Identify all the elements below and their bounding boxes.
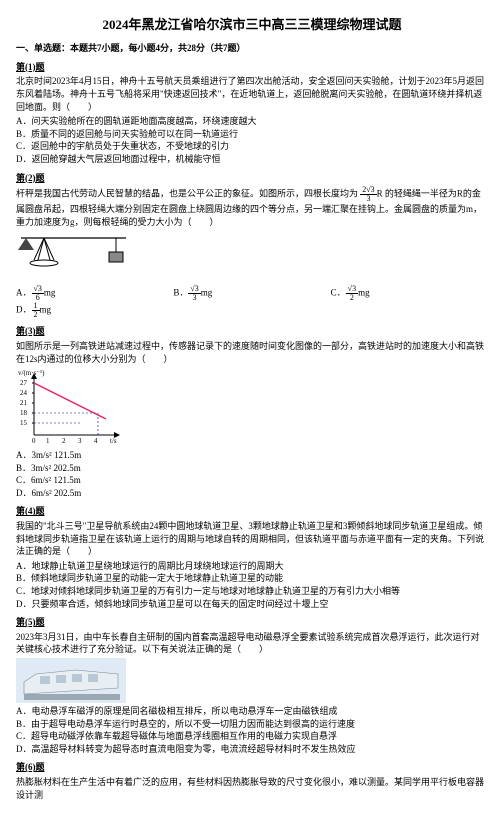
- q6-body: 热膨胀材料在生产生活中有着广泛的应用，有些材料因热膨胀导致的尺寸变化很小，难以测…: [16, 776, 488, 801]
- q3-opt-c: C．6m/s² 121.5m: [16, 474, 488, 487]
- q1-number: 第(1)题: [16, 61, 488, 74]
- q4-opt-d: D．只要频率合适，倾斜地球同步轨道卫星可以在每天的固定时间经过十堰上空: [16, 598, 488, 611]
- q4-opt-c: C．地球对倾斜地球同步轨道卫星的万有引力一定与地球对地球静止轨道卫星的万有引力大…: [16, 585, 488, 598]
- svg-text:2: 2: [62, 437, 66, 445]
- q1-body: 北京时间2023年4月15日，神舟十五号航天员乘组进行了第四次出舱活动，安全返回…: [16, 75, 488, 113]
- svg-text:18: 18: [20, 409, 28, 417]
- svg-text:24: 24: [20, 389, 28, 397]
- q3-body: 如图所示是一列高铁进站减速过程中，传感器记录下的速度随时间变化图像的一部分，高铁…: [16, 340, 488, 365]
- svg-text:0: 0: [32, 437, 36, 445]
- q4-options: A．地球静止轨道卫星绕地球运行的周期比月球绕地球运行的周期大 B．倾斜地球同步轨…: [16, 560, 488, 610]
- q5-opt-c: C．超导电动磁浮依靠车载超导磁体与地面悬浮线圈相互作用的电磁力实现自悬浮: [16, 730, 488, 743]
- q2-inline-frac: 2√33: [360, 186, 376, 203]
- q2-body-pre: 杆秤是我国古代劳动人民智慧的结晶，也是公平公正的象征。如图所示，四根长度均为: [16, 189, 358, 199]
- q3-number: 第(3)题: [16, 325, 488, 338]
- svg-text:27: 27: [20, 379, 28, 387]
- q4-body: 我国的"北斗三号"卫星导航系统由24颗中圆地球轨道卫星、3颗地球静止轨道卫星和3…: [16, 520, 488, 558]
- page-title: 2024年黑龙江省哈尔滨市三中高三三模理综物理试题: [16, 16, 488, 34]
- q4-number: 第(4)题: [16, 505, 488, 518]
- q2-number: 第(2)题: [16, 172, 488, 185]
- q5-number: 第(5)题: [16, 616, 488, 629]
- q2-options: A．√36mg B．√33mg C．√32mg D．12mg: [16, 285, 488, 319]
- q2-inline-R: R: [377, 189, 383, 199]
- q1-opt-a: A．问天实验舱所在的圆轨道距地面高度越高，环绕速度越大: [16, 115, 488, 128]
- q3-options: A．3m/s² 121.5m B．3m/s² 202.5m C．6m/s² 12…: [16, 449, 488, 499]
- svg-text:1: 1: [46, 437, 50, 445]
- q2-opt-a: A．√36mg: [16, 285, 173, 302]
- q2-opt-b: B．√33mg: [173, 285, 330, 302]
- q3-opt-d: D．6m/s² 202.5m: [16, 487, 488, 500]
- q2-body: 杆秤是我国古代劳动人民智慧的结晶，也是公平公正的象征。如图所示，四根长度均为 2…: [16, 186, 488, 228]
- section-heading: 一、单选题：本题共7小题，每小题4分，共28分（共7题）: [16, 42, 488, 55]
- q3-opt-b: B．3m/s² 202.5m: [16, 462, 488, 475]
- q5-figure: [16, 658, 488, 703]
- q4-opt-a: A．地球静止轨道卫星绕地球运行的周期比月球绕地球运行的周期大: [16, 560, 488, 573]
- svg-text:15: 15: [20, 419, 28, 427]
- svg-text:21: 21: [20, 399, 28, 407]
- q4-opt-b: B．倾斜地球同步轨道卫星的动能一定大于地球静止轨道卫星的动能: [16, 572, 488, 585]
- q3-ylabel: v/(m·s⁻¹): [18, 369, 45, 377]
- q5-opt-d: D．高温超导材料转变为超导态时直流电阻变为零，电流流经超导材料时不发生热效应: [16, 743, 488, 756]
- svg-text:3: 3: [78, 437, 82, 445]
- q1-opt-d: D．返回舱穿越大气层返回地面过程中，机械能守恒: [16, 153, 488, 166]
- q5-opt-b: B．由于超导电动悬浮车运行时悬空的，所以不受一切阻力因而能达到很高的运行速度: [16, 718, 488, 731]
- q5-body: 2023年3月31日，由中车长春自主研制的国内首套高温超导电动磁悬浮全要素试验系…: [16, 631, 488, 656]
- q1-options: A．问天实验舱所在的圆轨道距地面高度越高，环绕速度越大 B．质量不同的返回舱与问…: [16, 115, 488, 165]
- q3-chart: v/(m·s⁻¹) 27 24 21 18 15 0 1 2 3 4 t/s: [16, 367, 488, 447]
- q6-number: 第(6)题: [16, 761, 488, 774]
- svg-text:4: 4: [94, 437, 98, 445]
- q2-figure: [16, 230, 488, 285]
- q5-opt-a: A．电动悬浮车磁浮的原理是同名磁极相互排斥，所以电动悬浮车一定由磁铁组成: [16, 705, 488, 718]
- q2-opt-d: D．12mg: [16, 302, 488, 319]
- q2-opt-c: C．√32mg: [331, 285, 488, 302]
- q1-opt-c: C．返回舱中的宇航员处于失重状态，不受地球的引力: [16, 140, 488, 153]
- q3-opt-a: A．3m/s² 121.5m: [16, 449, 488, 462]
- q3-xlabel: t/s: [110, 437, 117, 445]
- q1-opt-b: B．质量不同的返回舱与问天实验舱可以在同一轨道运行: [16, 128, 488, 141]
